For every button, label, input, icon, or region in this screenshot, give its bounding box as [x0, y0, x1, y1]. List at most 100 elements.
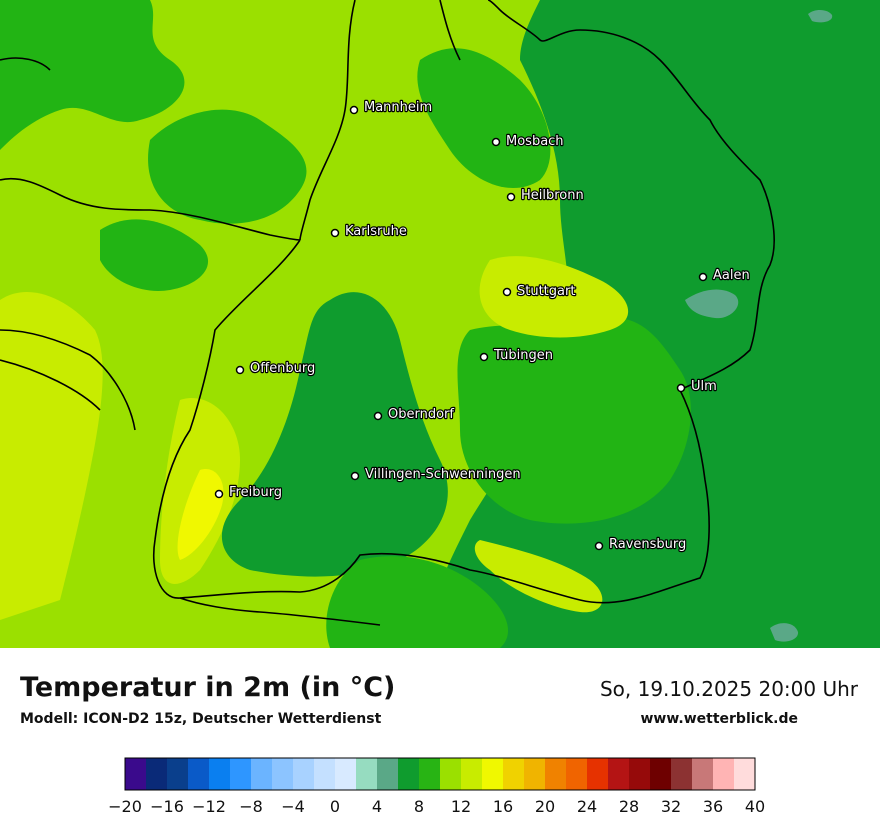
- legend-tick-label: −4: [281, 797, 305, 816]
- svg-text:Aalen: Aalen: [713, 268, 750, 283]
- border-france: [0, 177, 301, 241]
- temp-region-southern-green: [326, 556, 509, 648]
- legend-tick-label: 16: [493, 797, 513, 816]
- legend-swatch: [293, 758, 315, 790]
- city-villingen-schwenningen: Villingen-Schwenningen: [350, 466, 522, 483]
- temp-region-rhine-warm: [177, 469, 224, 560]
- svg-text:Oberndorf: Oberndorf: [388, 407, 454, 422]
- legend-tick-label: −20: [108, 797, 142, 816]
- city-ulm: Ulm: [676, 378, 718, 395]
- city-marker: [373, 411, 383, 421]
- legend-swatch: [356, 758, 378, 790]
- temperature-map: Mannheim Mosbach Heilbronn Karlsruhe Aal…: [0, 0, 880, 648]
- city-aalen: Aalen: [698, 267, 751, 284]
- city-tuebingen: Tübingen: [479, 347, 554, 364]
- temp-region-ostalb-cold: [685, 289, 739, 319]
- city-oberndorf: Oberndorf: [373, 406, 456, 423]
- city-marker: [330, 228, 340, 238]
- city-marker: [676, 383, 686, 393]
- svg-text:Ulm: Ulm: [691, 379, 717, 394]
- city-heilbronn: Heilbronn: [506, 187, 585, 204]
- legend-swatch: [671, 758, 693, 790]
- legend-swatch: [713, 758, 735, 790]
- legend-swatch: [608, 758, 630, 790]
- color-legend: −20 −16 −12 −8 −4 0 4 8 12 16 20 24 28 32 36 40: [108, 757, 765, 816]
- legend-swatch: [524, 758, 546, 790]
- website-link[interactable]: www.wetterblick.de: [640, 711, 799, 727]
- legend-swatch: [377, 758, 399, 790]
- legend-swatch: [146, 758, 168, 790]
- legend-swatch: [629, 758, 651, 790]
- legend-tick-label: −16: [150, 797, 184, 816]
- border-switzerland: [179, 597, 381, 626]
- svg-text:Heilbronn: Heilbronn: [521, 188, 584, 203]
- temp-region-neckar-valley: [479, 256, 629, 338]
- legend-tick-label: 4: [372, 797, 382, 816]
- city-stuttgart: Stuttgart: [502, 283, 577, 300]
- legend-swatch: [188, 758, 210, 790]
- temp-region-odenwald: [417, 48, 551, 189]
- city-mannheim: Mannheim: [349, 99, 433, 116]
- legend-tick-label: 32: [661, 797, 681, 816]
- legend-swatch: [566, 758, 588, 790]
- city-marker: [594, 541, 604, 551]
- legend-tick-label: 40: [745, 797, 765, 816]
- legend-swatch: [650, 758, 672, 790]
- temp-region-kraichgau: [148, 109, 307, 224]
- legend-tick-label: −8: [239, 797, 263, 816]
- legend-swatch: [272, 758, 294, 790]
- model-info: Modell: ICON-D2 15z, Deutscher Wetterdie…: [20, 711, 382, 727]
- city-marker: [506, 192, 516, 202]
- borders: [0, 0, 775, 626]
- border-rhine-pfalz: [299, 0, 356, 241]
- legend-swatch: [503, 758, 525, 790]
- temp-region-cold-spot-ne: [808, 9, 833, 23]
- city-karlsruhe: Karlsruhe: [330, 223, 408, 240]
- legend-tick-label: 28: [619, 797, 639, 816]
- svg-text:Stuttgart: Stuttgart: [517, 284, 575, 299]
- map-title: Temperatur in 2m (in °C): [20, 672, 396, 703]
- svg-text:Mosbach: Mosbach: [506, 134, 564, 149]
- svg-text:Karlsruhe: Karlsruhe: [345, 224, 407, 239]
- svg-text:Tübingen: Tübingen: [493, 348, 553, 363]
- svg-text:Mannheim: Mannheim: [364, 100, 432, 115]
- city-marker: [214, 489, 224, 499]
- legend-swatch: [482, 758, 504, 790]
- temp-region-rhine-plain: [0, 291, 103, 620]
- temp-region-pfalz: [100, 219, 209, 291]
- legend-swatch: [419, 758, 441, 790]
- legend-tick-label: 36: [703, 797, 723, 816]
- legend-tick-label: 8: [414, 797, 424, 816]
- svg-text:Offenburg: Offenburg: [250, 361, 315, 376]
- legend-swatch: [545, 758, 567, 790]
- legend-ticks: −20 −16 −12 −8 −4 0 4 8 12 16 20 24 28 32 36 40: [108, 797, 765, 816]
- legend-swatch: [398, 758, 420, 790]
- forecast-datetime: So, 19.10.2025 20:00 Uhr: [599, 677, 858, 701]
- city-ravensburg: Ravensburg: [594, 536, 687, 553]
- temp-region-lake-constance: [474, 540, 603, 613]
- legend-swatch: [440, 758, 462, 790]
- legend-swatch: [587, 758, 609, 790]
- state-border-baden-wuerttemberg: [152, 0, 775, 604]
- legend-swatch: [335, 758, 357, 790]
- legend-swatch: [251, 758, 273, 790]
- temp-region-north-west: [0, 0, 185, 150]
- city-marker: [350, 471, 360, 481]
- temp-region-black-forest: [221, 292, 448, 577]
- svg-text:Villingen-Schwenningen: Villingen-Schwenningen: [365, 467, 521, 482]
- city-marker: [502, 287, 512, 297]
- svg-text:Freiburg: Freiburg: [229, 485, 282, 500]
- legend-swatch: [461, 758, 483, 790]
- city-freiburg: Freiburg: [214, 484, 283, 501]
- legend-tick-label: 12: [451, 797, 471, 816]
- city-marker: [698, 272, 708, 282]
- city-mosbach: Mosbach: [491, 133, 565, 150]
- city-marker: [349, 105, 359, 115]
- city-marker: [491, 137, 501, 147]
- legend-swatch: [230, 758, 252, 790]
- legend-swatch: [734, 758, 756, 790]
- legend-tick-label: −12: [192, 797, 226, 816]
- legend-swatch: [209, 758, 231, 790]
- legend-swatches: [125, 758, 756, 790]
- temp-region-cold-spot-se: [770, 623, 799, 642]
